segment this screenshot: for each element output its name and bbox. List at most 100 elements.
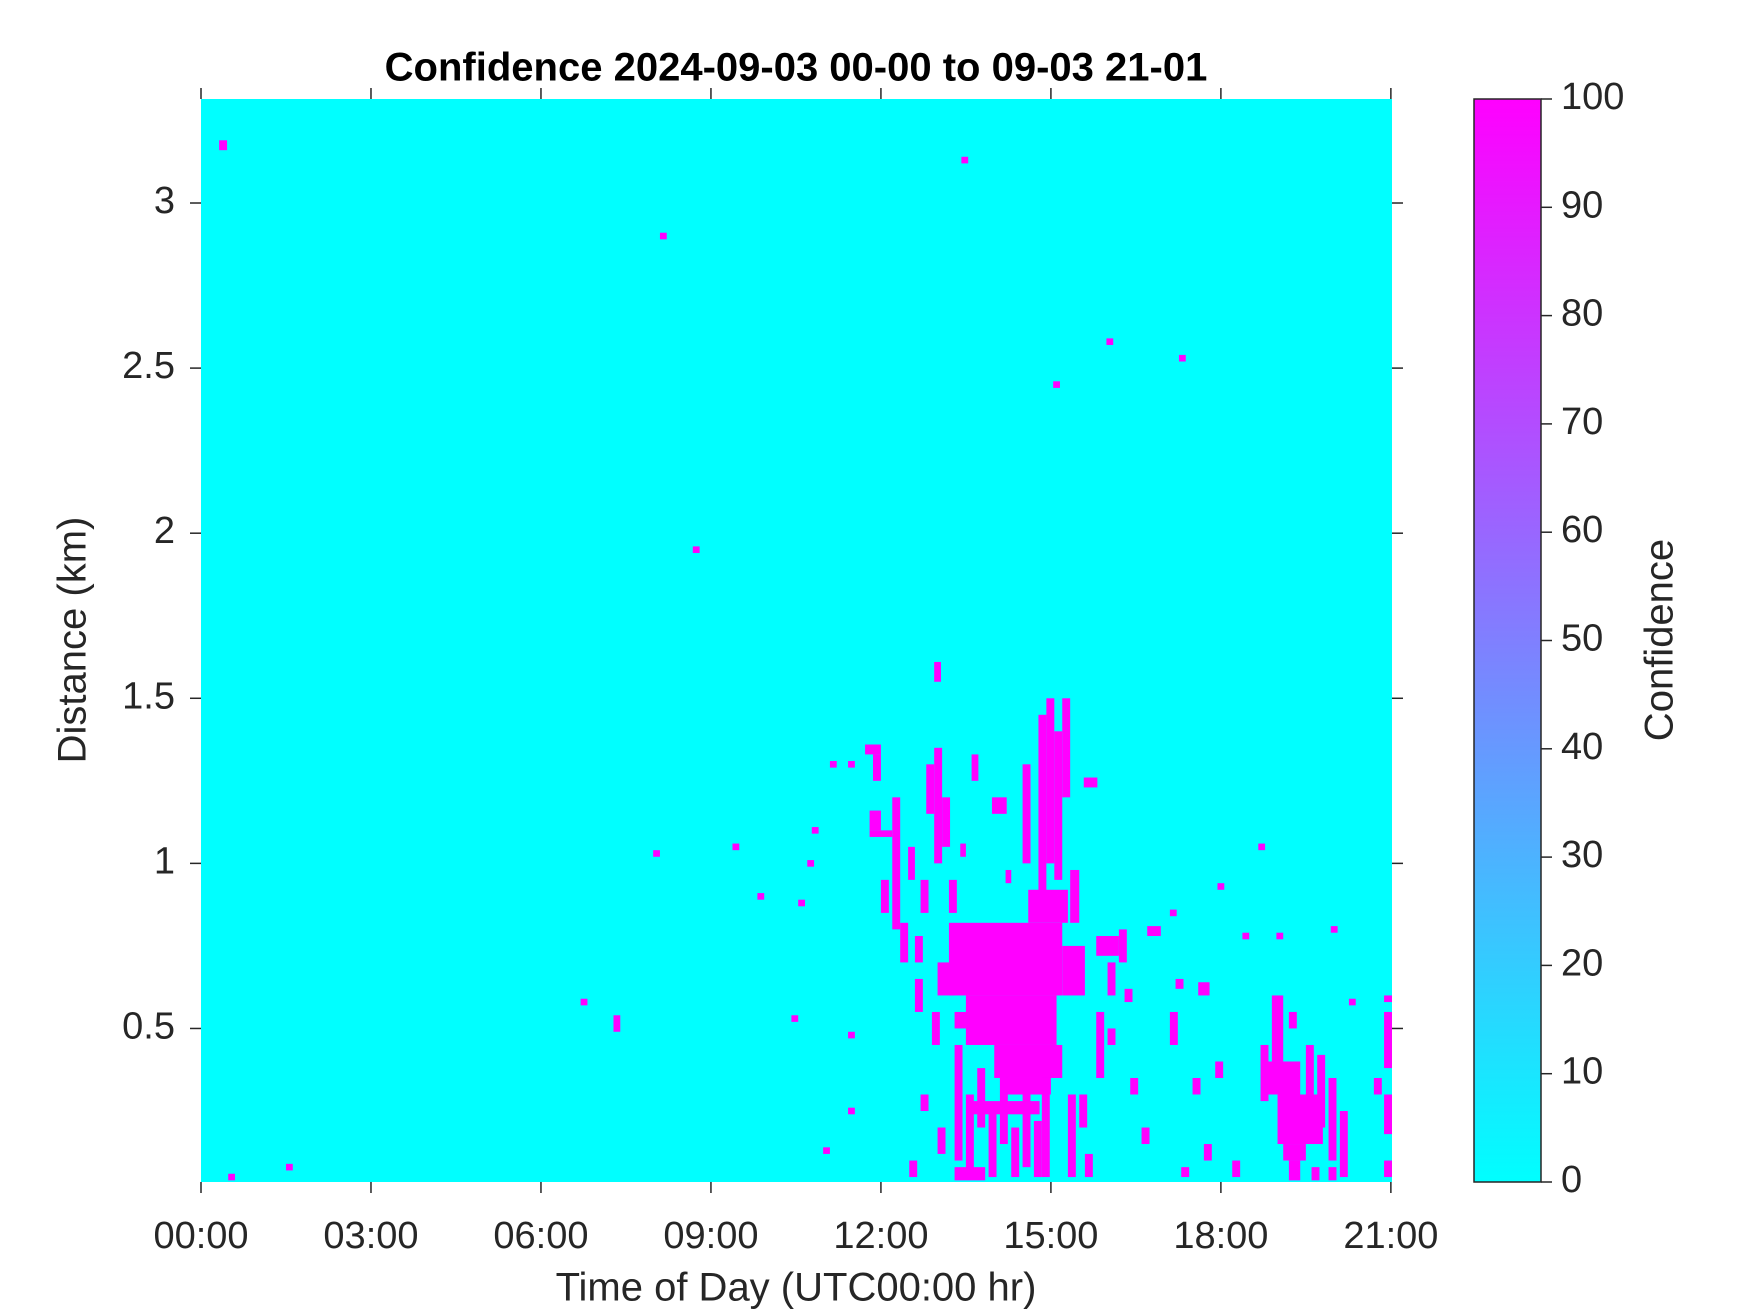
heatmap-cell [1288, 1011, 1297, 1029]
heatmap-cell [1106, 338, 1114, 345]
heatmap-cell [1070, 869, 1080, 923]
heatmap-cell [1348, 998, 1356, 1006]
heatmap-cell [653, 850, 660, 857]
x-tick-label: 12:00 [833, 1215, 928, 1257]
colorbar-tick-label: 30 [1561, 834, 1603, 876]
x-tick-label: 18:00 [1173, 1215, 1268, 1257]
heatmap-background [201, 99, 1392, 1182]
heatmap-cell [1038, 714, 1047, 897]
heatmap-cell [1242, 932, 1250, 940]
heatmap-cell [1181, 1167, 1190, 1178]
heatmap-cell [1062, 698, 1071, 798]
colorbar-label: Confidence [1638, 539, 1682, 741]
heatmap-cell [892, 797, 901, 930]
heatmap-cell [988, 1111, 997, 1178]
heatmap-cell [228, 1173, 235, 1181]
heatmap-cell [1311, 1167, 1320, 1181]
heatmap-cell [811, 827, 819, 834]
heatmap-cell [1271, 995, 1284, 1062]
heatmap-cell [732, 843, 740, 851]
x-tick-label: 09:00 [663, 1215, 758, 1257]
heatmap-cell [965, 1094, 974, 1178]
heatmap-cell [1178, 354, 1186, 362]
heatmap-cell [931, 1011, 940, 1045]
heatmap-cell [692, 546, 700, 554]
x-tick-label: 03:00 [323, 1215, 418, 1257]
heatmap-cell [920, 1094, 929, 1112]
heatmap-cell [1079, 1094, 1088, 1128]
heatmap-cell [798, 899, 805, 907]
heatmap-cell [580, 998, 588, 1006]
y-tick-label: 3 [154, 180, 175, 222]
heatmap-cell [1198, 982, 1210, 996]
heatmap-cell [1373, 1077, 1382, 1095]
heatmap-cell [900, 922, 909, 963]
x-axis-label: Time of Day (UTC00:00 hr) [556, 1266, 1037, 1310]
heatmap-cell [1169, 909, 1177, 917]
heatmap-cell [829, 761, 837, 768]
heatmap-cell [285, 1163, 293, 1171]
heatmap-cell [954, 1011, 995, 1029]
heatmap-cell [1384, 1160, 1392, 1178]
heatmap-cell [914, 936, 923, 963]
heatmap-cell [1011, 1127, 1020, 1178]
heatmap-cell [1266, 1061, 1301, 1095]
heatmap-cell [1096, 1011, 1105, 1078]
heatmap-cell [1107, 962, 1116, 996]
heatmap-cell [791, 1015, 799, 1022]
heatmap-cell [219, 140, 228, 151]
heatmap-cell [1277, 1094, 1323, 1145]
heatmap-cell [1067, 1094, 1076, 1178]
heatmap-cell [1260, 1044, 1269, 1102]
colorbar-tick-label: 20 [1561, 942, 1603, 984]
heatmap-cell [872, 754, 881, 781]
heatmap-cell [1330, 926, 1338, 933]
heatmap-cell [961, 156, 969, 164]
colorbar-tick-label: 80 [1561, 293, 1603, 335]
y-tick-label: 1 [154, 840, 175, 882]
heatmap-cell [1041, 1077, 1050, 1178]
heatmap-cell [1147, 926, 1161, 937]
heatmap-cell [991, 797, 1007, 814]
heatmap-cell [1022, 1094, 1031, 1168]
heatmap-cell [937, 1127, 946, 1154]
heatmap-cell [1276, 932, 1284, 940]
heatmap-cell [1005, 1077, 1051, 1095]
heatmap-cell [934, 661, 941, 682]
heatmap-cell [960, 843, 966, 857]
heatmap-cell [1203, 1144, 1212, 1161]
heatmap-cell [1288, 1160, 1301, 1181]
heatmap-cell [1317, 1054, 1326, 1128]
heatmap-cell [1124, 988, 1133, 1003]
heatmap-cell [920, 879, 929, 913]
heatmap-cell [971, 1101, 1040, 1115]
heatmap-cell [954, 1044, 963, 1161]
heatmap-cell [1054, 731, 1063, 880]
heatmap-cell [948, 922, 1063, 996]
y-tick-label: 2 [154, 510, 175, 552]
heatmap-cell [659, 232, 667, 240]
y-tick-label: 1.5 [122, 675, 175, 717]
heatmap-cell [848, 1031, 855, 1039]
heatmap-cell [954, 1167, 986, 1181]
heatmap-cell [977, 1068, 986, 1128]
heatmap-cell [1384, 995, 1392, 1003]
heatmap-cell [1283, 1144, 1306, 1161]
heatmap-cell [1328, 1077, 1337, 1161]
colorbar-tick-label: 0 [1561, 1159, 1582, 1201]
heatmap-cell [1175, 978, 1184, 989]
y-tick-label: 2.5 [122, 345, 175, 387]
heatmap-cell [914, 978, 923, 1012]
colorbar [1473, 98, 1542, 1183]
heatmap-cell [1328, 1167, 1337, 1181]
x-tick-label: 21:00 [1343, 1215, 1438, 1257]
heatmap-cell [994, 1044, 1063, 1078]
heatmap-cell [1141, 1127, 1150, 1145]
heatmap-cell [613, 1015, 621, 1032]
heatmap-cell [1258, 843, 1266, 851]
heatmap-cell [948, 879, 957, 913]
heatmap-cell [1305, 1044, 1314, 1095]
heatmap-cell [869, 830, 893, 837]
heatmap-cell [1062, 945, 1085, 996]
